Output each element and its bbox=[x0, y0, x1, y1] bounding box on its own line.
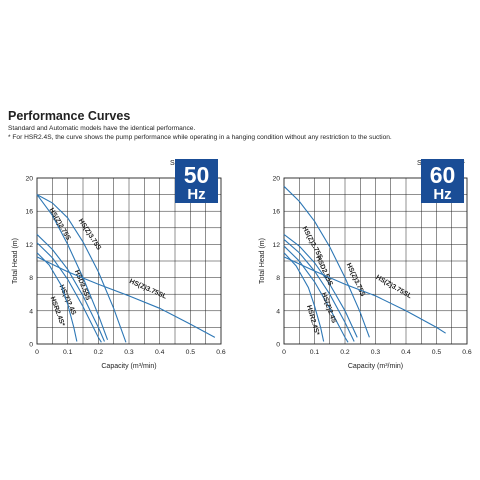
chart60-curve-label-hs-z-3-75sl: HS(Z)3.75SL bbox=[375, 274, 413, 300]
chart60-plot-frame bbox=[283, 177, 468, 345]
chart60-x-tick-label: 0.2 bbox=[340, 349, 350, 356]
chart60-x-tick-label: 0 bbox=[282, 349, 286, 356]
chart50-x-tick-label: 0.1 bbox=[63, 349, 73, 356]
chart50-x-tick-label: 0.6 bbox=[216, 349, 226, 356]
chart50-x-tick-label: 0.4 bbox=[155, 349, 165, 356]
chart60-y-tick-label: 0 bbox=[276, 342, 280, 349]
chart50-x-axis-title: Capacity (m³/min) bbox=[101, 363, 156, 370]
chart50-x-tick-label: 0 bbox=[35, 349, 39, 356]
chart50-x-tick-label: 0.2 bbox=[94, 349, 104, 356]
chart60-frequency-unit: Hz bbox=[433, 186, 451, 203]
chart60-curve-label-hsr2-4s: HSR2.4S* bbox=[305, 304, 320, 336]
chart50-y-tick-label: 8 bbox=[29, 275, 33, 282]
chart60-x-tick-label: 0.1 bbox=[310, 349, 320, 356]
chart50-curve-hsd2-55s bbox=[36, 234, 105, 342]
chart60-y-tick-label: 16 bbox=[272, 209, 280, 216]
chart60-y-tick-label: 20 bbox=[272, 176, 280, 183]
chart60-curve-hs-z-3-75sl bbox=[283, 256, 446, 334]
chart60-curve-hs-z-3-75s bbox=[283, 185, 370, 338]
chart60-curve-hs-z-2-4s bbox=[283, 245, 349, 343]
chart60-y-tick-label: 8 bbox=[276, 275, 280, 282]
chart60-y-tick-label: 4 bbox=[276, 308, 280, 315]
chart60-curve-hs-z-2-75s bbox=[283, 234, 358, 338]
chart50-curve-label-hs-z-3-75sl: HS(Z)3.75SL bbox=[128, 278, 167, 301]
chart50-frequency-badge bbox=[175, 159, 218, 203]
chart60-frequency-value: 60 bbox=[430, 162, 456, 188]
chart50-frequency-unit: Hz bbox=[187, 186, 205, 203]
chart50-y-tick-label: 0 bbox=[29, 342, 33, 349]
chart60-y-tick-label: 12 bbox=[272, 242, 280, 249]
chart50-curve-hsr2-4s bbox=[36, 252, 78, 342]
chart60-x-tick-label: 0.5 bbox=[432, 349, 442, 356]
chart50-curve-hs-z-2-4s bbox=[36, 242, 102, 343]
page-title: Performance Curves bbox=[8, 109, 131, 123]
chart60-curve-label-hs-z-3-75s: HS(Z)3.75S bbox=[345, 262, 367, 298]
chart50-curve-hs-z-3-75sl bbox=[36, 256, 216, 338]
chart60-x-tick-label: 0.6 bbox=[462, 349, 472, 356]
chart50-plot-frame bbox=[36, 177, 222, 345]
chart50-y-tick-label: 20 bbox=[25, 176, 33, 183]
chart50-curve-label-hsr2-4s: HSR2.4S* bbox=[49, 296, 66, 328]
chart50-y-axis-title: Total Head (m) bbox=[12, 238, 19, 284]
chart60-curve-hsr2-4s bbox=[283, 252, 325, 342]
chart60-y-axis-title: Total Head (m) bbox=[259, 238, 266, 284]
chart60-x-tick-label: 0.4 bbox=[401, 349, 411, 356]
chart50-y-tick-label: 16 bbox=[25, 209, 33, 216]
chart50-curve-label-hs-z-2-75s: HS(Z)2.75S bbox=[48, 207, 72, 242]
chart50-curve-label-hsd2-55s: HSD2.55S bbox=[73, 269, 92, 302]
chart60-curve-hsd2-55s bbox=[283, 239, 355, 342]
chart50-curve-hs-z-3-75s bbox=[36, 194, 127, 343]
chart60-x-tick-label: 0.3 bbox=[371, 349, 381, 356]
chart50-y-tick-label: 12 bbox=[25, 242, 33, 249]
chart60-curve-label-hsd2-55s: HSD2.55S bbox=[314, 255, 334, 288]
note-identical-models: Standard and Automatic models have the i… bbox=[8, 125, 196, 132]
note-hanging-condition: * For HSR2.4S, the curve shows the pump … bbox=[8, 134, 392, 141]
chart50-y-tick-label: 4 bbox=[29, 308, 33, 315]
chart60-frequency-badge bbox=[421, 159, 464, 203]
chart60-x-axis-title: Capacity (m³/min) bbox=[348, 363, 403, 370]
chart50-x-tick-label: 0.3 bbox=[124, 349, 134, 356]
chart50-frequency-value: 50 bbox=[184, 162, 210, 188]
chart60-curve-label-hs-z-2-4s: HS(Z)2.4S bbox=[320, 292, 338, 325]
chart50-curve-hs-z-2-75s bbox=[36, 194, 109, 341]
chart50-x-tick-label: 0.5 bbox=[186, 349, 196, 356]
